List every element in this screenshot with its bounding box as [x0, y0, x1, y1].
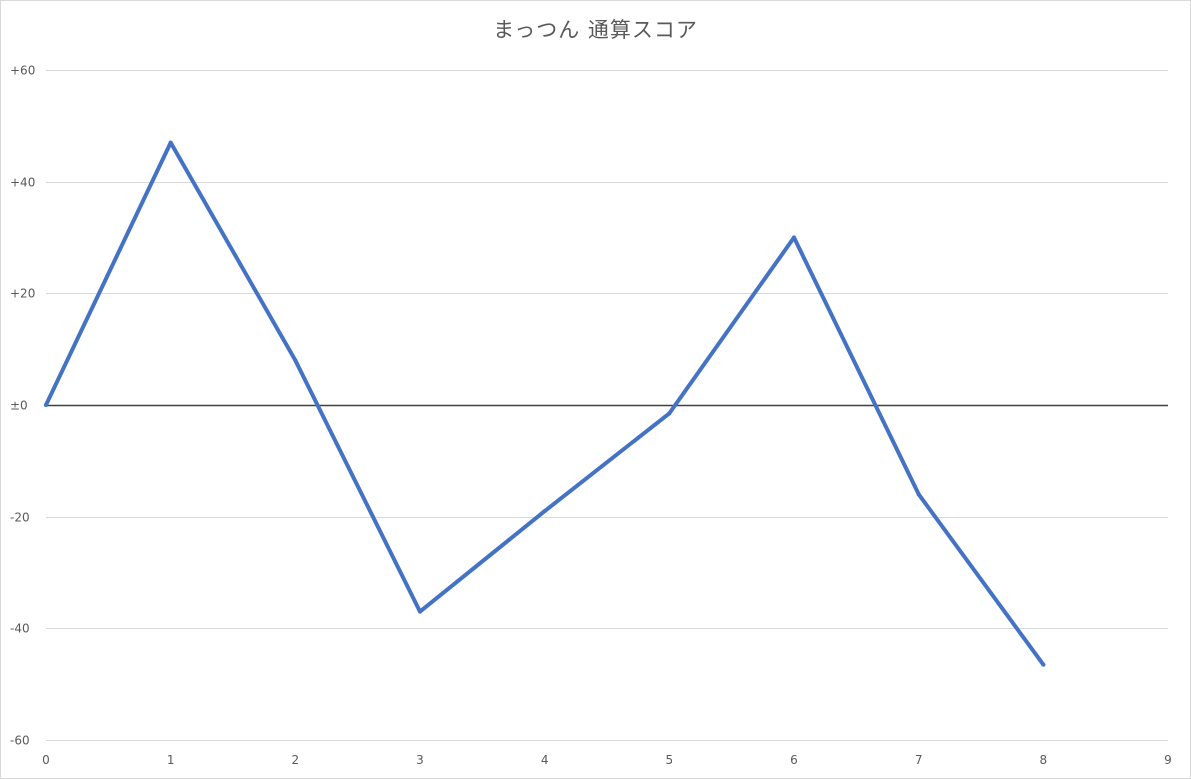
data-point — [44, 403, 48, 407]
x-tick-label: 5 — [666, 753, 674, 767]
x-tick-label: 0 — [42, 753, 50, 767]
y-tick-label: ±0 — [10, 399, 28, 413]
y-tick-label: +20 — [10, 287, 35, 301]
x-tick-label: 1 — [167, 753, 175, 767]
data-point — [792, 235, 796, 240]
data-point — [542, 509, 547, 514]
x-tick-label: 3 — [416, 753, 424, 767]
y-axis-tick-labels: +60 +40 +20 ±0 -20 -40 -60 — [10, 64, 35, 748]
y-tick-label: +40 — [10, 176, 35, 190]
y-tick-label: -60 — [10, 734, 30, 748]
y-tick-label: -40 — [10, 622, 30, 636]
x-tick-label: 2 — [292, 753, 300, 767]
y-tick-label: +60 — [10, 64, 35, 78]
y-tick-label: -20 — [10, 511, 30, 525]
data-point — [916, 492, 921, 497]
data-point — [667, 411, 672, 416]
data-point — [1041, 662, 1046, 667]
data-point — [293, 358, 298, 363]
x-tick-label: 8 — [1040, 753, 1048, 767]
data-point — [168, 140, 173, 145]
series-line — [44, 140, 1046, 667]
series-layer — [44, 140, 1046, 667]
x-tick-label: 6 — [790, 753, 798, 767]
data-point — [418, 609, 422, 614]
x-tick-label: 9 — [1164, 753, 1172, 767]
chart-title: まっつん 通算スコア — [493, 18, 698, 42]
gridlines — [46, 70, 1168, 741]
x-tick-label: 4 — [541, 753, 549, 767]
x-tick-label: 7 — [915, 753, 923, 767]
x-axis-tick-labels: 0 1 2 3 4 5 6 7 8 9 — [42, 753, 1172, 767]
